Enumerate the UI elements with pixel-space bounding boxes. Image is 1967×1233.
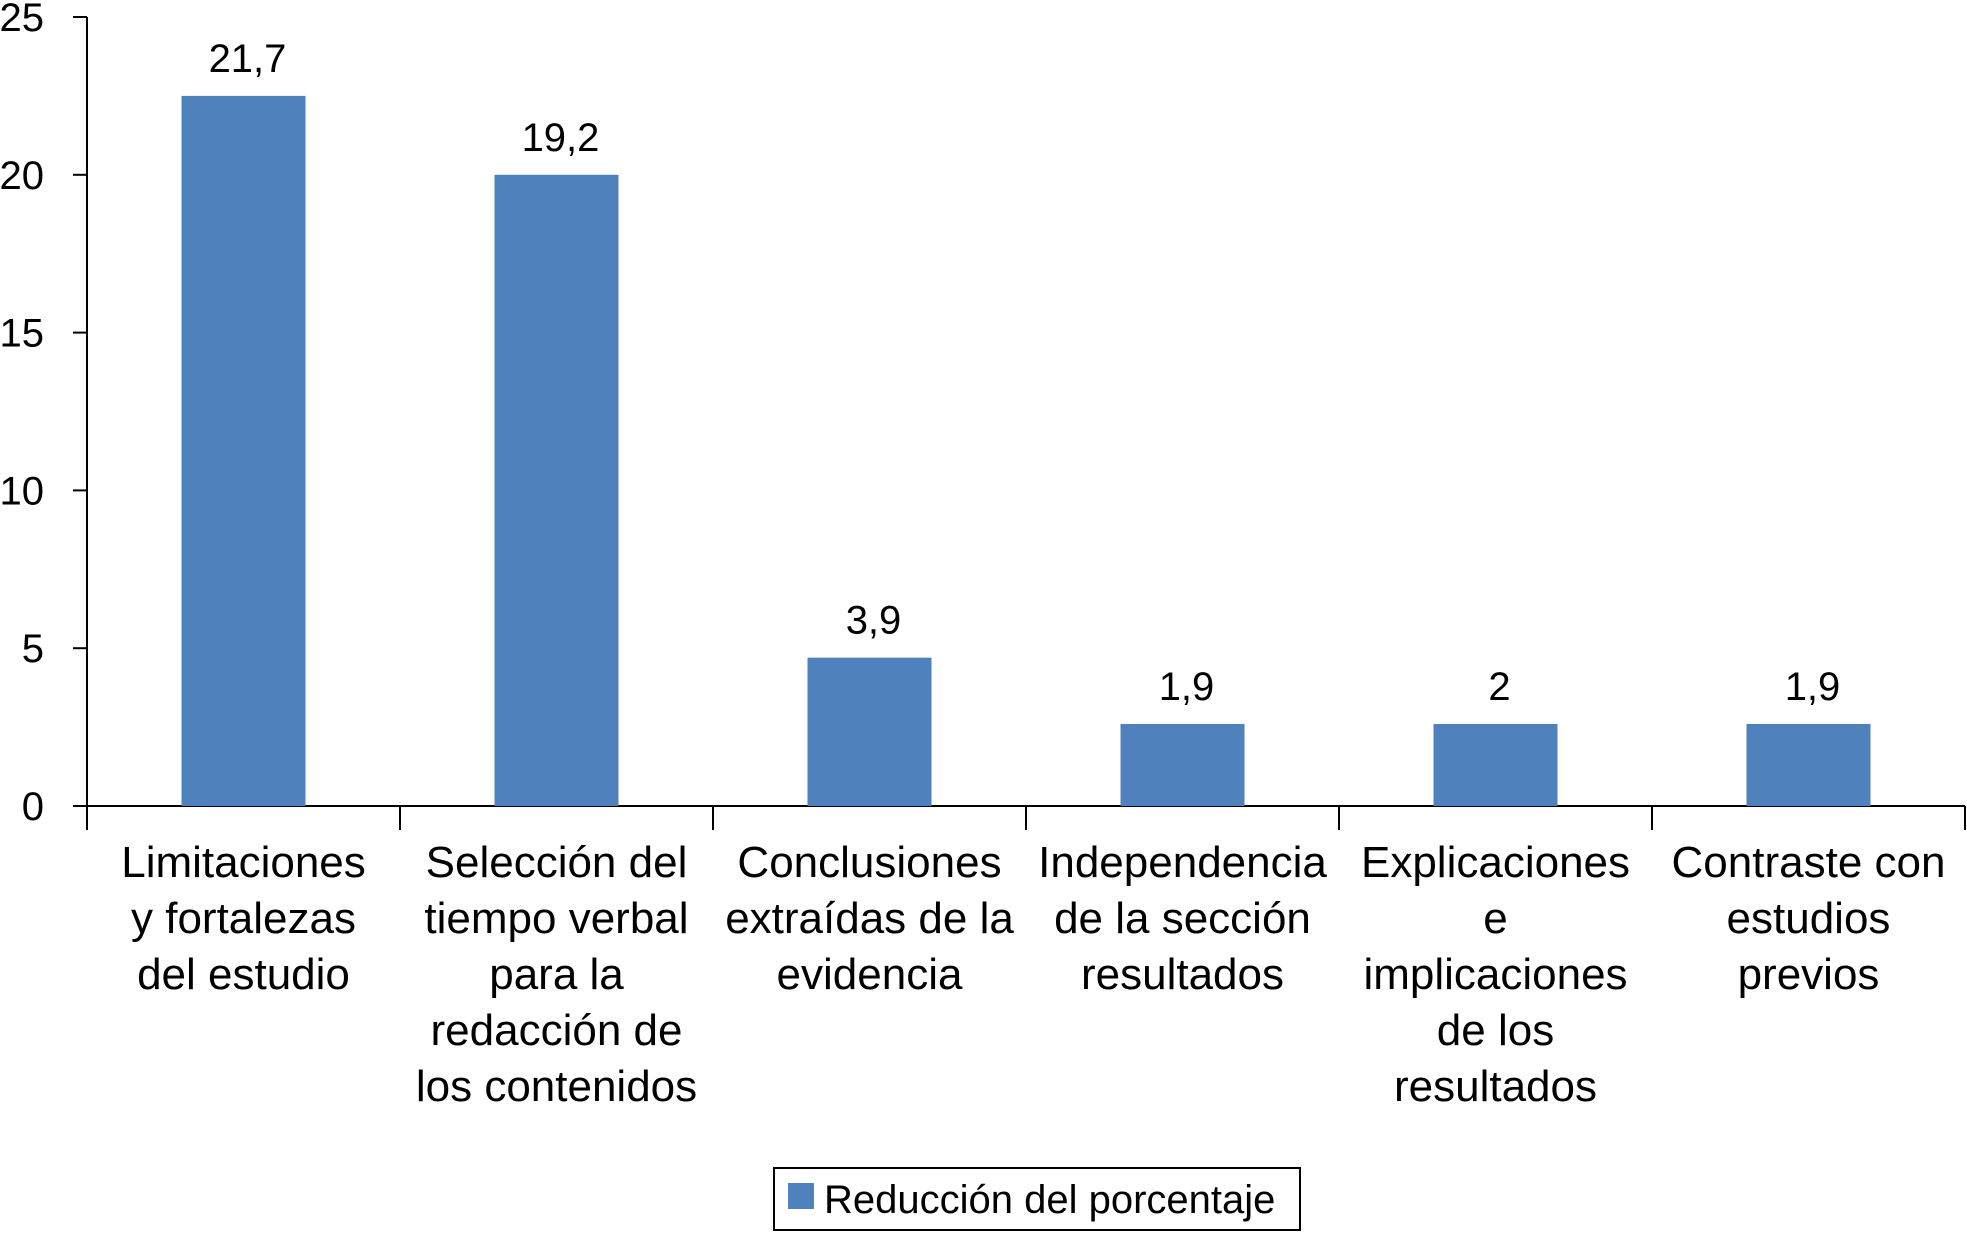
x-category-label: Explicaciones e implicaciones de los resulta…: [1361, 838, 1630, 1111]
x-category-label-line: estudios: [1727, 894, 1891, 943]
x-category-label-line: de la sección: [1054, 894, 1311, 943]
data-label: 1,9: [1785, 665, 1841, 709]
bar: [1120, 723, 1245, 806]
data-label: 19,2: [522, 116, 600, 160]
y-tick-label: 25: [0, 0, 44, 40]
bar: [807, 657, 932, 806]
x-category-label-line: de los: [1437, 1006, 1554, 1055]
bars: [181, 95, 1871, 807]
x-category-label-line: para la: [489, 950, 624, 999]
x-category-label-line: Contraste con: [1672, 838, 1946, 887]
x-category-label: Conclusiones extraídas de la evidencia: [725, 838, 1014, 999]
data-labels: 21,7 19,2 3,9 1,9 2 1,9: [209, 37, 1841, 709]
x-category-label-line: previos: [1738, 950, 1880, 999]
x-category-label-line: redacción de: [431, 1006, 683, 1055]
category-labels: Limitaciones y fortalezas del estudio Selec…: [121, 838, 1945, 1111]
x-category-label-line: Selección del: [426, 838, 688, 887]
x-category-label-line: extraídas de la: [725, 894, 1014, 943]
y-tick-label: 15: [0, 312, 44, 356]
bar: [181, 95, 306, 806]
y-axis: 0 5 10 15 20 25: [0, 0, 88, 829]
x-category-label-line: resultados: [1394, 1062, 1597, 1111]
y-tick-label: 10: [0, 469, 44, 513]
legend: Reducción del porcentaje: [773, 1167, 1301, 1231]
y-tick-label: 20: [0, 154, 44, 198]
x-category-label-line: del estudio: [137, 950, 350, 999]
bar: [494, 174, 619, 807]
x-category-label: Independencia de la sección resultados: [1038, 838, 1327, 999]
x-category-label-line: evidencia: [777, 950, 963, 999]
data-label: 3,9: [846, 599, 902, 643]
x-category-label: Selección del tiempo verbal para la redacci…: [416, 838, 697, 1111]
legend-box: [773, 1167, 1301, 1231]
x-category-label-line: los contenidos: [416, 1062, 697, 1111]
y-tick-label: 0: [22, 785, 44, 829]
x-category-label-line: implicaciones: [1363, 950, 1627, 999]
x-category-label: Limitaciones y fortalezas del estudio: [121, 838, 366, 999]
y-tick-label: 5: [22, 627, 44, 671]
data-label: 2: [1488, 665, 1510, 709]
data-label: 21,7: [209, 37, 287, 81]
legend-swatch: [788, 1183, 814, 1209]
x-category-label-line: e: [1483, 894, 1507, 943]
x-category-label-line: Conclusiones: [737, 838, 1001, 887]
x-category-label-line: tiempo verbal: [424, 894, 688, 943]
x-category-label-line: Explicaciones: [1361, 838, 1630, 887]
x-category-label-line: Limitaciones: [121, 838, 366, 887]
x-axis: [86, 805, 1966, 830]
x-category-label-line: Independencia: [1038, 838, 1327, 887]
x-category-label-line: resultados: [1081, 950, 1284, 999]
legend-label: Reducción del porcentaje: [824, 1178, 1275, 1222]
bar: [1433, 723, 1558, 806]
bar: [1746, 723, 1871, 806]
x-category-label-line: y fortalezas: [131, 894, 356, 943]
x-category-label: Contraste con estudios previos: [1672, 838, 1946, 999]
data-label: 1,9: [1159, 665, 1215, 709]
